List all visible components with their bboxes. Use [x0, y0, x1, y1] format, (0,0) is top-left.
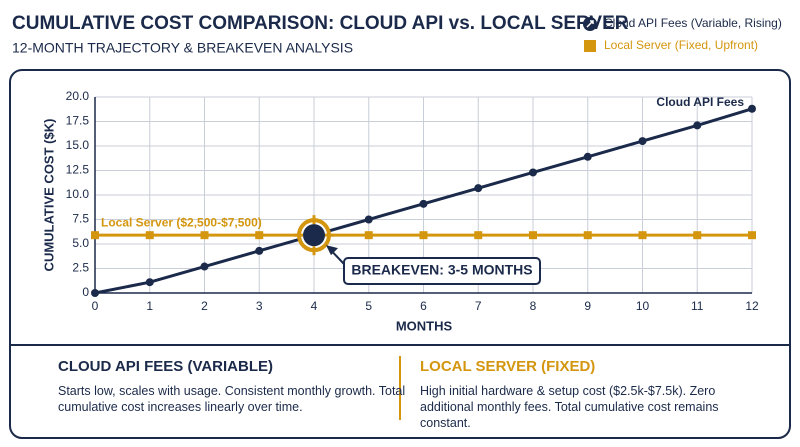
arrow-head [326, 245, 338, 256]
x-tick-label: 11 [691, 299, 704, 313]
point [748, 104, 756, 113]
y-tick-label: 17.5 [66, 114, 90, 128]
x-tick-label: 4 [311, 299, 318, 313]
panel: CLOUD API FEES (VARIABLE) Starts low, sc… [58, 358, 408, 415]
x-tick-label: 2 [201, 299, 208, 313]
y-tick-label: 20.0 [66, 89, 90, 103]
point [583, 231, 592, 240]
point [364, 215, 373, 224]
point [693, 231, 702, 240]
panel: LOCAL SERVER (FIXED) High initial hardwa… [420, 358, 770, 431]
point [145, 231, 154, 240]
legend-label: Cloud API Fees (Variable, Rising) [604, 16, 782, 30]
legend-arrow [586, 20, 594, 28]
point [693, 121, 702, 130]
panel-title: CLOUD API FEES (VARIABLE) [58, 358, 274, 375]
y-tick-label: 5.0 [72, 236, 89, 250]
point [91, 231, 99, 240]
x-tick-label: 8 [530, 299, 537, 313]
point [255, 231, 264, 240]
y-tick-label: 2.5 [72, 261, 89, 275]
y-tick-label: 7.5 [72, 212, 89, 226]
point [638, 231, 647, 240]
chart-subtitle: 12-MONTH TRAJECTORY & BREAKEVEN ANALYSIS [12, 40, 353, 56]
annotation: BREAKEVEN: 3-5 MONTHS [351, 262, 532, 278]
y-tick-label: 10.0 [66, 187, 90, 201]
point [419, 231, 428, 240]
y-tick-label: 12.5 [66, 163, 90, 177]
point [200, 262, 209, 271]
series-label: Cloud API Fees [656, 95, 744, 109]
point [91, 289, 99, 297]
series-label: Local Server ($2,500-$7,500) [101, 215, 262, 229]
breakeven-dot [303, 224, 325, 247]
point [529, 231, 537, 240]
point [474, 231, 483, 240]
point [419, 199, 428, 208]
y-tick-label: 0 [82, 285, 89, 299]
point [145, 278, 154, 287]
panel-title: LOCAL SERVER (FIXED) [420, 358, 596, 375]
point [255, 246, 264, 255]
annotation-box [343, 257, 541, 285]
x-tick-label: 9 [584, 299, 591, 313]
x-tick-label: 7 [475, 299, 482, 313]
x-tick-label: 10 [636, 299, 650, 313]
y-tick-label: 15.0 [66, 138, 90, 152]
x-tick-label: 12 [745, 299, 759, 313]
chart-title: CUMULATIVE COST COMPARISON: CLOUD API vs… [12, 13, 629, 34]
panel-text: High initial hardware & setup cost ($2.5… [420, 384, 719, 430]
panel-text: Starts low, scales with usage. Consisten… [58, 384, 406, 414]
x-tick-label: 6 [420, 299, 427, 313]
x-tick-label: 3 [256, 299, 263, 313]
x-tick-label: 5 [365, 299, 372, 313]
point [364, 231, 373, 240]
point [638, 137, 647, 146]
point [200, 231, 209, 240]
point [583, 152, 592, 161]
legend-label: Local Server (Fixed, Upfront) [604, 38, 758, 52]
point [474, 184, 483, 193]
x-tick-label: 0 [92, 299, 99, 313]
point [529, 168, 537, 177]
y-axis-label: CUMULATIVE COST ($K) [41, 119, 56, 272]
frame [9, 69, 791, 439]
legend-icon [584, 40, 596, 52]
point [748, 231, 756, 240]
x-axis-label: MONTHS [396, 318, 453, 333]
x-tick-label: 1 [146, 299, 153, 313]
